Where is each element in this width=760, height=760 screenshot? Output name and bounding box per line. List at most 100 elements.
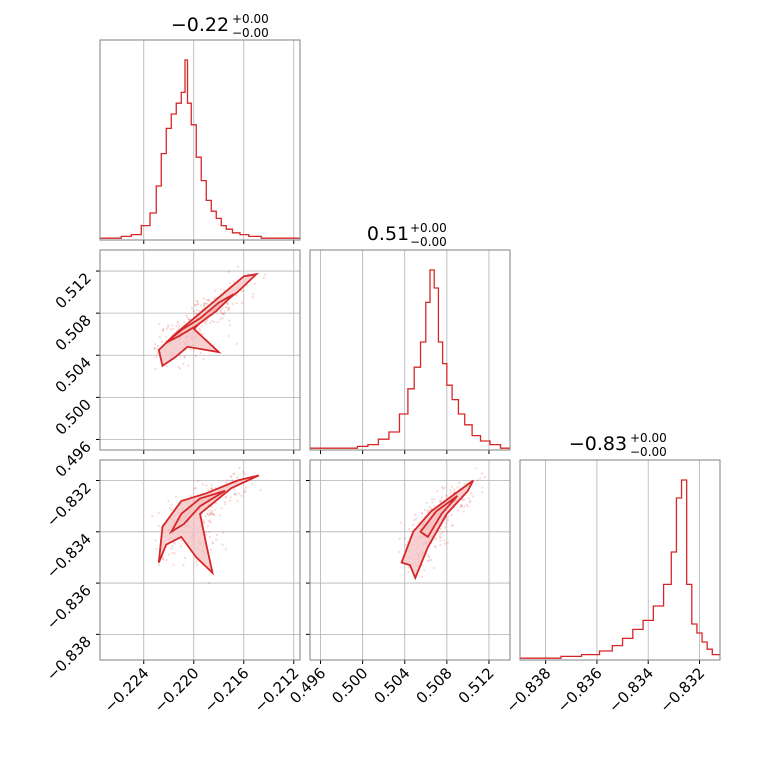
p0p2-sample-point (224, 548, 227, 551)
diag-2-bin-19 (713, 655, 716, 660)
p0p2-sample-point (162, 557, 165, 560)
diag-1-bin-14 (439, 342, 442, 450)
p1p2-sample-point (450, 485, 453, 488)
p0p1-sample-point (178, 367, 181, 370)
p0p2-ytick-label-2: −0.836 (43, 581, 95, 633)
p1p2-sample-point (428, 559, 431, 562)
p0p2-sample-point (245, 486, 248, 489)
p0p1-sample-point (177, 325, 181, 328)
diag-0-bin-7 (162, 154, 165, 240)
p0p2-sample-point (233, 488, 236, 491)
p0p2-sample-point (171, 544, 174, 548)
p0p2-sample-point (207, 514, 211, 517)
p0p2-sample-point (162, 558, 165, 561)
p0p1-sample-point (167, 324, 170, 327)
p0p1-sample-point (203, 302, 206, 305)
p0p2-sample-point (205, 533, 208, 536)
p0p2-sample-point (173, 552, 176, 555)
p0p1-sample-point (227, 309, 230, 312)
diag-2-bin-3 (590, 655, 593, 660)
p0p1-sample-point (209, 321, 212, 324)
p0p1-sample-point (227, 319, 231, 322)
p1p2-sample-point (408, 528, 411, 531)
p0p1-sample-point (228, 281, 231, 285)
diag-2-bin-17 (703, 642, 706, 660)
diag-0-bin-11 (182, 92, 185, 240)
diag-1-bin-21 (483, 441, 486, 450)
p1p2-sample-point (404, 543, 407, 547)
p0p1-sample-point (153, 347, 156, 350)
p0p1-sample-point (205, 318, 209, 322)
p0p2-sample-point (183, 556, 187, 560)
p0p2-sample-point (204, 530, 207, 534)
p1p2-sample-point (404, 537, 407, 540)
p0p1-sample-point (228, 306, 231, 309)
diag-1-bin-16 (447, 385, 450, 450)
diag-2-xtick-label-0: −0.838 (502, 664, 554, 716)
p0p2-sample-point (207, 582, 211, 585)
p0p1-sample-point (165, 327, 169, 331)
p1p2-sample-point (444, 527, 447, 530)
p0p2-sample-point (209, 519, 212, 522)
p0p1-sample-point (192, 309, 196, 313)
p1p2-sample-point (407, 566, 410, 569)
diag-0-bin-15 (197, 157, 200, 240)
panel-p0-vs-p2 (99, 459, 301, 661)
p0p2-sample-point (172, 563, 175, 566)
p0p1-sample-point (158, 335, 161, 339)
p0p1-ytick-label-3: 0.508 (52, 311, 95, 354)
p1p2-sample-point (481, 472, 484, 475)
p0p2-sample-point (210, 484, 213, 487)
p0p1-sample-point (187, 318, 190, 321)
p1p2-sample-point (450, 524, 453, 527)
p1p2-xtick-label-1: 0.500 (328, 664, 371, 707)
p0p2-sample-point (212, 542, 215, 545)
diag-1-bin-6 (393, 432, 396, 450)
p0p1-ytick-label-2: 0.504 (52, 353, 95, 396)
p0p1-sample-point (161, 329, 165, 332)
p1p2-sample-point (456, 486, 459, 489)
p1p2-sample-point (428, 505, 431, 509)
p0p1-sample-point (227, 270, 231, 273)
p1p2-sample-point (445, 521, 448, 525)
p0p2-sample-point (206, 513, 209, 516)
p0p1-sample-point (178, 355, 181, 358)
p0p1-sample-point (240, 301, 243, 305)
p1p2-sample-point (449, 492, 453, 495)
p1p2-sample-point (426, 559, 429, 562)
p0p2-sample-point (202, 520, 205, 523)
diag-1-bin-9 (416, 367, 419, 450)
p1p2-sample-point (444, 494, 448, 497)
diag-0-bin-4 (145, 226, 148, 240)
p1p2-sample-point (432, 566, 436, 570)
p0p2-sample-point (229, 476, 233, 479)
p1p2-sample-point (420, 511, 424, 514)
p1p2-sample-point (451, 524, 455, 527)
p0p1-sample-point (226, 302, 229, 306)
p0p2-sample-point (208, 531, 211, 534)
diag-0-bin-18 (212, 211, 215, 240)
panel-p0-vs-p1 (99, 249, 301, 451)
p1p2-sample-point (481, 491, 484, 494)
p0p2-ytick-label-1: −0.834 (43, 530, 95, 582)
p1p2-sample-point (483, 475, 486, 479)
p0p2-sample-point (196, 480, 200, 483)
diag-1-bin-18 (460, 414, 463, 450)
p0p2-sample-point (251, 483, 254, 486)
p0p2-sample-point (165, 558, 168, 562)
p0p2-sample-point (230, 475, 233, 478)
p1p2-xtick-label-3: 0.508 (413, 664, 456, 707)
p0p2-sample-point (201, 483, 204, 486)
p0p1-sample-point (206, 302, 209, 305)
p1p2-sample-point (470, 492, 473, 495)
p1p2-sample-point (433, 498, 436, 501)
p0p1-sample-point (235, 294, 238, 297)
title-param-2-sub: −0.00 (630, 445, 667, 459)
p0p1-sample-point (156, 352, 159, 355)
p1p2-sample-point (439, 532, 442, 535)
p0p1-sample-point (203, 302, 206, 305)
p0p1-sample-point (262, 276, 265, 279)
p0p2-ytick-label-3: −0.838 (43, 632, 95, 684)
p0p2-sample-point (195, 560, 198, 563)
p0p2-contour-inner (168, 489, 226, 535)
